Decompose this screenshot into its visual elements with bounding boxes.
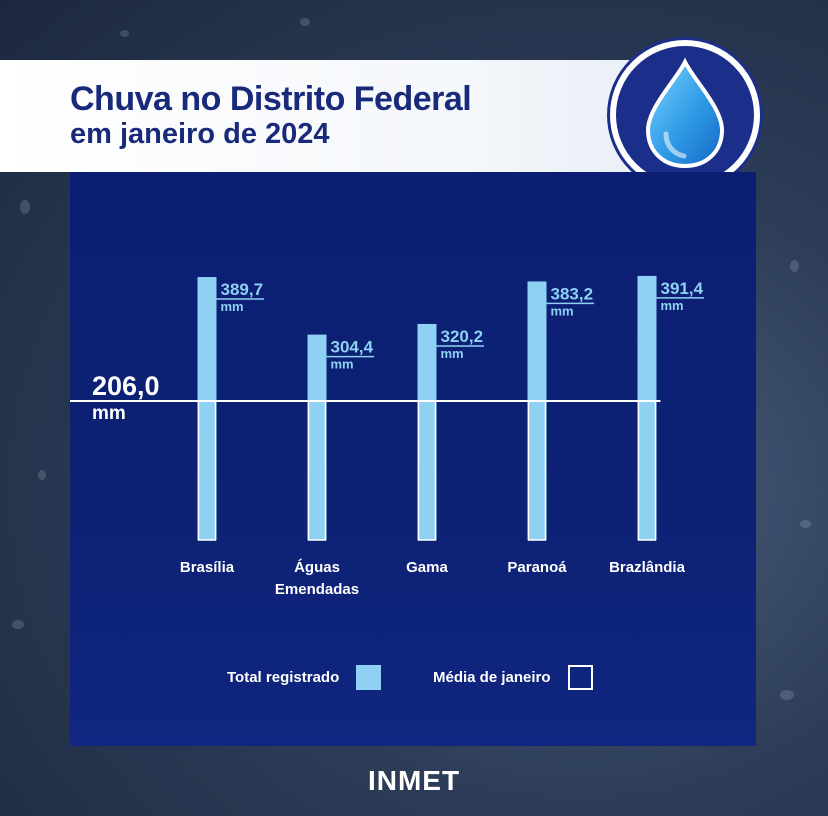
bar-total: [307, 334, 327, 540]
category-label: Paranoá: [507, 559, 567, 576]
legend-average-label: Média de janeiro: [433, 669, 551, 686]
rain-droplet: [12, 620, 24, 629]
legend-total-swatch: [356, 665, 381, 690]
title-banner: [0, 60, 670, 172]
data-label-value: 304,4: [331, 338, 374, 357]
rain-droplet: [800, 520, 811, 528]
chart-panel: 389,7 mm Brasília 304,4 mm Águas Emendadas 320,…: [70, 172, 756, 746]
legend-average-swatch: [568, 665, 593, 690]
data-label-value: 320,2: [441, 327, 484, 346]
bar-total: [417, 323, 437, 540]
data-label-value: 383,2: [551, 284, 594, 303]
page-title: Chuva no Distrito Federal: [70, 80, 472, 118]
data-label-unit: mm: [331, 357, 354, 372]
bar-chart: 389,7mmBrasília304,4mmÁguasEmendadas320,…: [70, 275, 705, 598]
data-label-value: 389,7: [221, 280, 264, 299]
bar-total: [527, 281, 547, 540]
rain-droplet: [38, 470, 46, 480]
rain-droplet: [790, 260, 799, 272]
water-drop-icon: [645, 57, 725, 169]
rain-droplet: [780, 690, 794, 700]
bar-total: [197, 277, 217, 540]
rain-droplet: [20, 200, 30, 214]
rain-droplet: [300, 18, 310, 26]
category-label: Gama: [406, 559, 448, 576]
category-label: Emendadas: [275, 581, 359, 598]
rain-droplet: [120, 30, 129, 37]
category-label: Brazlândia: [609, 559, 686, 576]
water-drop-badge: [610, 40, 760, 190]
legend-total-label: Total registrado: [227, 669, 340, 686]
reference-line-unit: mm: [92, 403, 126, 424]
category-label: Brasília: [180, 559, 235, 576]
data-label-unit: mm: [221, 299, 244, 314]
source-brand: INMET: [367, 765, 461, 796]
category-label: Águas: [294, 559, 340, 576]
data-label-value: 391,4: [661, 279, 704, 298]
data-label-unit: mm: [551, 303, 574, 318]
reference-line-value: 206,0: [92, 371, 160, 401]
data-label-unit: mm: [661, 298, 684, 313]
page-subtitle: em janeiro de 2024: [70, 118, 330, 150]
bar-total: [637, 275, 657, 540]
data-label-unit: mm: [441, 346, 464, 361]
